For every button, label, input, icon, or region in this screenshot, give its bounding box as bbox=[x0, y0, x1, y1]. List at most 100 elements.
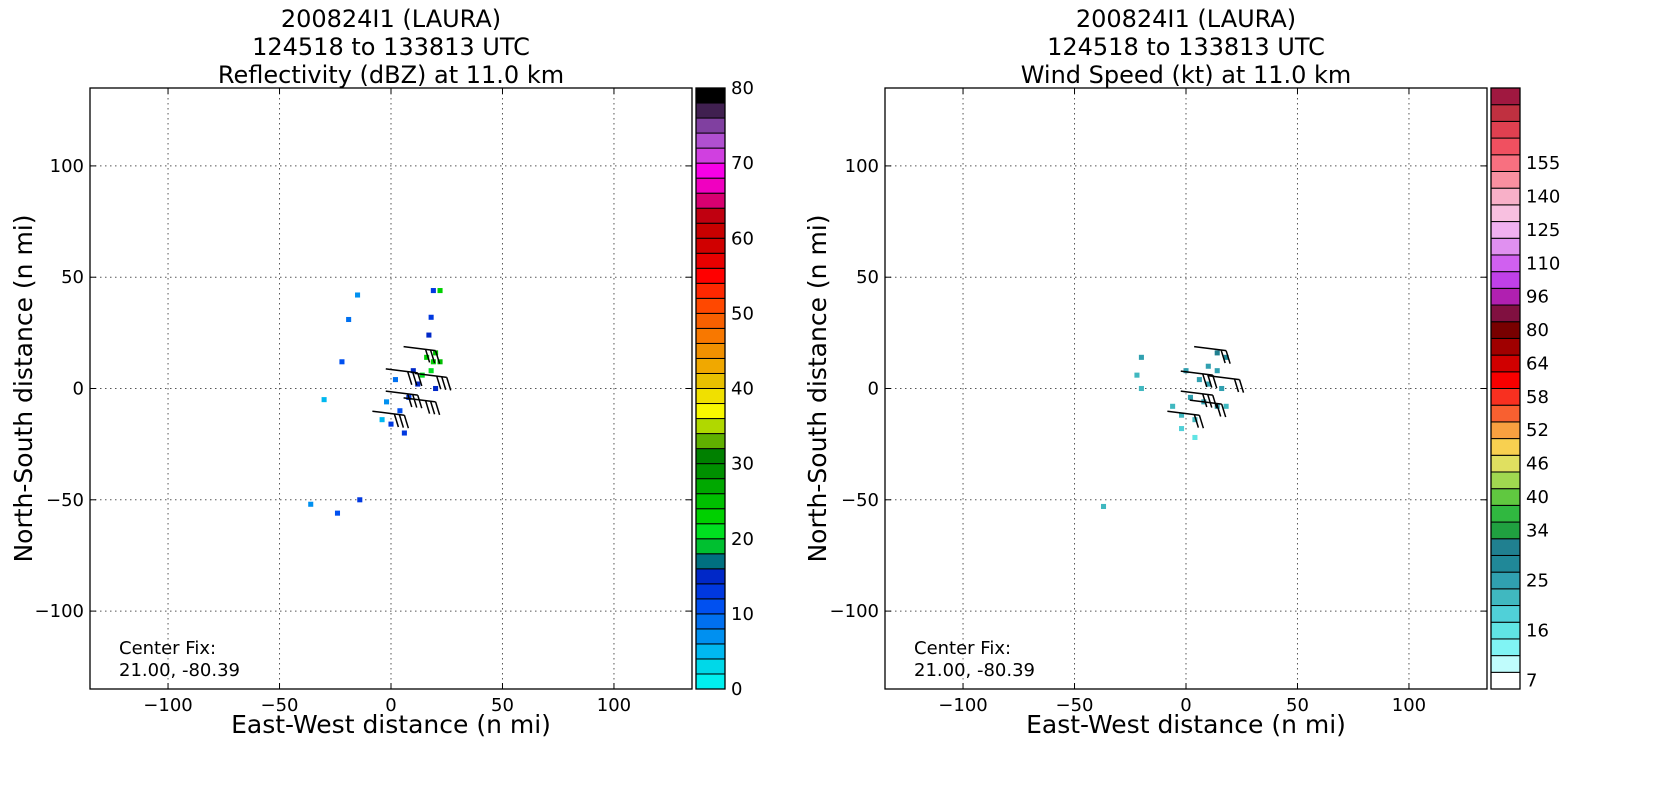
colorbar-tick-label: 25 bbox=[1526, 570, 1549, 591]
wind-barb-shaft bbox=[385, 368, 418, 374]
data-cell bbox=[1187, 394, 1193, 400]
colorbar-segment bbox=[1490, 521, 1521, 540]
colorbar-segment bbox=[1490, 454, 1521, 473]
data-cell bbox=[1214, 350, 1220, 356]
wind-barb-feather bbox=[393, 413, 400, 428]
wind-barb-shaft bbox=[1189, 399, 1222, 405]
colorbar-segment bbox=[695, 312, 726, 329]
data-cell bbox=[437, 288, 443, 294]
data-cell bbox=[379, 417, 385, 423]
colorbar-segment bbox=[1490, 655, 1521, 673]
colorbar-tick-label: 64 bbox=[1526, 353, 1549, 374]
colorbar-segment bbox=[695, 132, 726, 149]
data-cell bbox=[419, 372, 425, 378]
wind-barb-shaft bbox=[1180, 370, 1213, 376]
x-tick-label: 0 bbox=[1180, 695, 1191, 716]
data-cell bbox=[1214, 368, 1220, 374]
colorbar-segment bbox=[1490, 271, 1521, 289]
chart-title-line: 124518 to 133813 UTC bbox=[252, 33, 530, 61]
colorbar-segment bbox=[695, 463, 726, 480]
wind-barb bbox=[385, 368, 423, 387]
wind-barb-shaft bbox=[1194, 345, 1227, 352]
wind-barb-feather bbox=[398, 414, 405, 428]
colorbar-segment bbox=[1490, 538, 1521, 556]
y-tick-label: 50 bbox=[856, 267, 879, 288]
colorbar-tick-label: 58 bbox=[1526, 387, 1549, 408]
colorbar-segment bbox=[695, 433, 726, 450]
data-cell bbox=[1205, 363, 1211, 369]
data-cell bbox=[308, 501, 314, 507]
colorbar-tick-label: 155 bbox=[1526, 153, 1560, 174]
data-cell bbox=[1223, 403, 1229, 409]
grid bbox=[90, 88, 692, 689]
colorbar-segment bbox=[695, 252, 726, 269]
colorbar-segment bbox=[1490, 504, 1521, 523]
y-tick-label: −50 bbox=[46, 490, 84, 511]
colorbar-segment bbox=[695, 403, 726, 420]
colorbar-tick-label: 10 bbox=[731, 604, 754, 625]
center-fix-annotation: Center Fix: bbox=[914, 638, 1011, 659]
chart-title-line: 200824I1 (LAURA) bbox=[1076, 5, 1296, 33]
wind-barb-feather bbox=[412, 394, 418, 408]
colorbar-segment bbox=[695, 658, 726, 675]
colorbar-segment bbox=[1490, 154, 1521, 172]
data-cell bbox=[426, 332, 432, 338]
chart-panel-1: 200824I1 (LAURA)124518 to 133813 UTCRefl… bbox=[9, 5, 754, 739]
ticks: −100 −50 0 50 100 −100 −50 0 50 100 bbox=[35, 88, 692, 716]
colorbar-tick-label: 96 bbox=[1526, 287, 1549, 308]
colorbar-segment bbox=[695, 538, 726, 555]
colorbar-segment bbox=[695, 673, 726, 690]
colorbar-frame bbox=[1490, 87, 1521, 690]
colorbar-segment bbox=[695, 117, 726, 134]
colorbar-segment bbox=[695, 583, 726, 600]
wind-barb-shaft bbox=[403, 397, 436, 403]
colorbar-segment bbox=[1490, 137, 1521, 156]
wind-barb-feather bbox=[434, 401, 441, 416]
colorbar-segment bbox=[695, 342, 726, 359]
wind-barb-feather bbox=[424, 349, 431, 363]
wind-barbs bbox=[1167, 345, 1245, 429]
colorbar-segment bbox=[695, 162, 726, 179]
wind-barb bbox=[403, 397, 441, 416]
wind-barb-shaft bbox=[1167, 410, 1200, 416]
colorbar-segment bbox=[1490, 638, 1521, 657]
y-tick-label: 0 bbox=[73, 379, 84, 400]
wind-barb-feather bbox=[1220, 349, 1226, 364]
colorbar-tick-label: 46 bbox=[1526, 454, 1549, 475]
data-cell bbox=[392, 377, 398, 383]
colorbar-frame bbox=[695, 87, 726, 690]
data-cell bbox=[388, 421, 394, 427]
wind-barb-feather bbox=[429, 401, 436, 415]
data-cell bbox=[1100, 503, 1107, 510]
colorbar-segment bbox=[1490, 371, 1521, 389]
colorbar-tick-label: 40 bbox=[731, 379, 754, 400]
wind-barb bbox=[1189, 399, 1227, 418]
colorbar-tick-label: 30 bbox=[731, 454, 754, 475]
colorbar-segment bbox=[695, 87, 726, 104]
data-cell bbox=[430, 359, 436, 365]
colorbar-tick-label: 70 bbox=[731, 153, 754, 174]
colorbar-segment bbox=[1490, 221, 1521, 239]
wind-barb-feather bbox=[1233, 378, 1240, 393]
y-tick-label: −100 bbox=[35, 601, 84, 622]
wind-barb bbox=[1180, 390, 1218, 409]
data-cell bbox=[1138, 354, 1144, 360]
colorbar-segment bbox=[695, 297, 726, 314]
grid bbox=[885, 88, 1487, 689]
wind-barb-feather bbox=[417, 394, 423, 409]
colorbar-tick-label: 34 bbox=[1526, 520, 1549, 541]
wind-barb bbox=[414, 372, 452, 391]
y-axis-label: North-South distance (n mi) bbox=[9, 214, 38, 562]
colorbar-segment bbox=[695, 613, 726, 630]
colorbar-tick-label: 110 bbox=[1526, 253, 1560, 274]
colorbar-segment bbox=[1490, 170, 1521, 189]
colorbar-segment bbox=[695, 448, 726, 465]
wind-barb-shaft bbox=[1207, 374, 1240, 381]
colorbar-segment bbox=[1490, 321, 1521, 339]
wind-barb-shaft bbox=[372, 410, 405, 416]
wind-barb bbox=[1180, 370, 1218, 389]
data-cell bbox=[334, 510, 341, 516]
data-cell bbox=[357, 497, 363, 503]
x-tick-label: −50 bbox=[261, 695, 299, 716]
wind-barb-feather bbox=[403, 414, 410, 429]
